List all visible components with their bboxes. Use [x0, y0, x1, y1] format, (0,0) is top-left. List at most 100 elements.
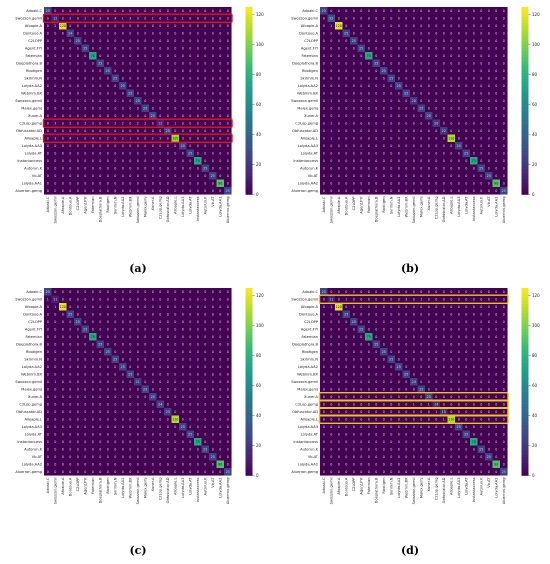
- cell-value-label: 0: [450, 107, 452, 111]
- cell-value-label: 0: [167, 380, 169, 384]
- cell-value-label: 0: [503, 129, 505, 133]
- cell-value-label: 0: [488, 373, 490, 377]
- cell-value-label: 0: [159, 305, 161, 309]
- cell-value-label: 0: [92, 189, 94, 193]
- cell-value-label: 0: [99, 425, 101, 429]
- y-tick-label: Autorun.K: [24, 167, 43, 171]
- cell-value-label: 0: [443, 144, 445, 148]
- cell-value-label: 25: [181, 425, 185, 429]
- cell-value-label: 0: [383, 39, 385, 43]
- cell-value-label: 0: [353, 159, 355, 163]
- cell-value-label: 0: [122, 69, 124, 73]
- cell-value-label: 0: [212, 77, 214, 81]
- cell-value-label: 0: [428, 107, 430, 111]
- heatmap-cell: [186, 67, 195, 75]
- cell-value-label: 0: [405, 152, 407, 156]
- cell-value-label: 0: [77, 365, 79, 369]
- cell-value-label: 0: [114, 69, 116, 73]
- cell-value-label: 0: [353, 313, 355, 317]
- cell-value-label: 0: [480, 395, 482, 399]
- cell-value-label: 25: [76, 320, 80, 324]
- cell-value-label: 0: [62, 54, 64, 58]
- cell-value-label: 25: [389, 358, 393, 362]
- cell-value-label: 0: [405, 84, 407, 88]
- cell-value-label: 0: [398, 388, 400, 392]
- cell-value-label: 0: [77, 335, 79, 339]
- cell-value-label: 105: [172, 137, 178, 141]
- cell-value-label: 0: [338, 167, 340, 171]
- heatmap-cell: [66, 74, 75, 83]
- cell-value-label: 0: [323, 54, 325, 58]
- cell-value-label: 0: [375, 305, 377, 309]
- cell-value-label: 0: [92, 305, 94, 309]
- cell-value-label: 0: [99, 298, 101, 302]
- cell-value-label: 0: [330, 410, 332, 414]
- cell-value-label: 0: [92, 313, 94, 317]
- cell-value-label: 0: [189, 62, 191, 66]
- cell-value-label: 0: [450, 328, 452, 332]
- cell-value-label: 0: [99, 290, 101, 294]
- cell-value-label: 0: [69, 54, 71, 58]
- colorbar-segment: [245, 353, 253, 358]
- cell-value-label: 0: [107, 388, 109, 392]
- cell-value-label: 0: [77, 174, 79, 178]
- colorbar-segment: [245, 356, 253, 361]
- cell-value-label: 0: [99, 305, 101, 309]
- cell-value-label: 0: [137, 403, 139, 407]
- cell-value-label: 0: [338, 395, 340, 399]
- x-tick-label: Lolyda.AA3: [181, 478, 185, 498]
- cell-value-label: 0: [495, 358, 497, 362]
- heatmap-cell: [179, 82, 187, 90]
- cell-value-label: 0: [69, 167, 71, 171]
- cell-value-label: 0: [114, 328, 116, 332]
- cell-value-label: 0: [47, 463, 49, 467]
- cell-value-label: 0: [167, 92, 169, 96]
- cell-value-label: 25: [121, 365, 125, 369]
- cell-value-label: 25: [464, 152, 468, 156]
- cell-value-label: 0: [182, 24, 184, 28]
- cell-value-label: 0: [428, 92, 430, 96]
- cell-value-label: 0: [227, 69, 229, 73]
- cell-value-label: 0: [465, 328, 467, 332]
- cell-value-label: 3: [137, 17, 139, 21]
- cell-value-label: 0: [174, 144, 176, 148]
- cell-value-label: 90: [218, 182, 222, 186]
- cell-value-label: 0: [69, 455, 71, 459]
- colorbar-segment: [245, 69, 253, 73]
- cell-value-label: 0: [405, 122, 407, 126]
- y-tick-label: Obfuscator.AD: [16, 129, 42, 133]
- cell-value-label: 0: [323, 410, 325, 414]
- cell-value-label: 0: [212, 388, 214, 392]
- cell-value-label: 0: [197, 84, 199, 88]
- cell-value-label: 0: [473, 380, 475, 384]
- cell-value-label: 0: [413, 305, 415, 309]
- cell-value-label: 0: [503, 373, 505, 377]
- cell-value-label: 0: [197, 380, 199, 384]
- cell-value-label: 0: [473, 114, 475, 118]
- cell-value-label: 0: [167, 320, 169, 324]
- cell-value-label: 0: [189, 448, 191, 452]
- cell-value-label: 0: [443, 358, 445, 362]
- cell-value-label: 0: [465, 32, 467, 36]
- cell-value-label: 0: [137, 343, 139, 347]
- cell-value-label: 0: [353, 189, 355, 193]
- colorbar-tick-label: 40: [532, 132, 538, 137]
- cell-value-label: 0: [345, 9, 347, 13]
- cell-value-label: 0: [405, 313, 407, 317]
- cell-value-label: 0: [368, 189, 370, 193]
- y-tick-label: Aluerron.gemg: [15, 189, 42, 193]
- cell-value-label: 0: [375, 122, 377, 126]
- cell-value-label: 0: [420, 350, 422, 354]
- cell-value-label: 0: [54, 328, 56, 332]
- cell-value-label: 0: [174, 167, 176, 171]
- cell-value-label: 0: [450, 152, 452, 156]
- cell-value-label: 0: [69, 290, 71, 294]
- cell-value-label: 25: [352, 320, 356, 324]
- cell-value-label: 0: [443, 62, 445, 66]
- heatmap-cell: [126, 89, 135, 98]
- cell-value-label: 0: [488, 129, 490, 133]
- cell-value-label: 0: [159, 463, 161, 467]
- cell-value-label: 0: [450, 99, 452, 103]
- cell-value-label: 0: [390, 137, 392, 141]
- cell-value-label: 0: [54, 290, 56, 294]
